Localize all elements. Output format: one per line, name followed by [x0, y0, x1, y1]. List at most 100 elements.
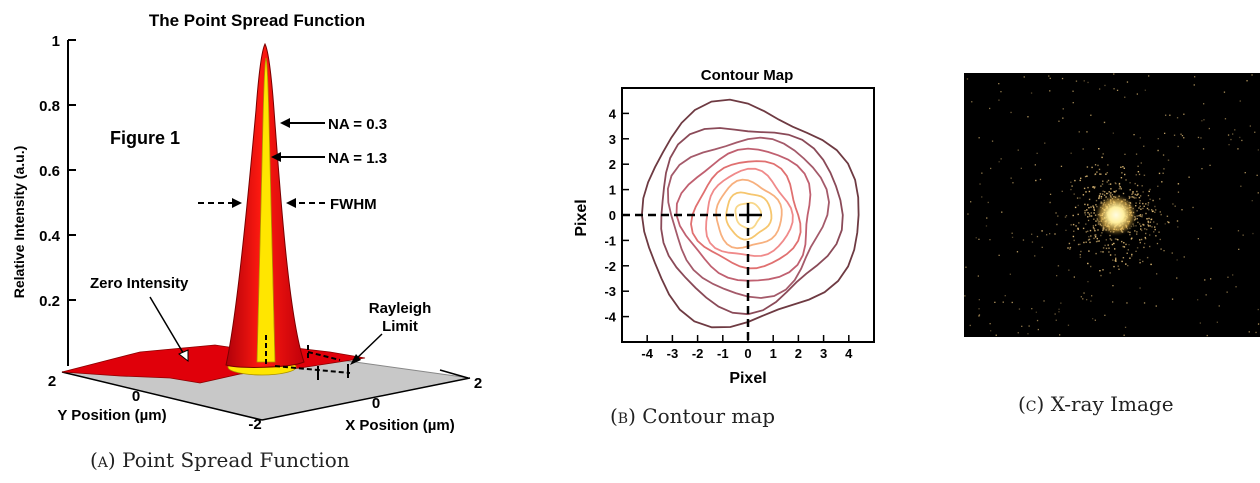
photon	[1121, 260, 1123, 263]
photon	[1095, 234, 1097, 236]
photon	[1087, 239, 1090, 241]
photon	[1049, 201, 1051, 204]
photon	[1084, 203, 1086, 206]
photon	[978, 137, 980, 139]
photon	[1183, 113, 1185, 115]
photon	[1113, 265, 1115, 268]
photon	[1244, 172, 1246, 174]
photon	[1128, 244, 1130, 246]
photon	[1147, 225, 1150, 227]
photon	[1126, 252, 1128, 254]
photon	[1085, 191, 1087, 193]
photon	[1087, 262, 1089, 265]
photon	[1136, 247, 1139, 249]
photon	[1157, 185, 1159, 187]
photon	[1080, 296, 1082, 298]
photon	[1065, 229, 1067, 231]
photon	[1090, 235, 1092, 237]
photon	[1082, 227, 1085, 230]
photon	[1114, 248, 1116, 250]
contour-level-7	[666, 136, 830, 299]
photon	[1036, 235, 1039, 238]
photon	[1145, 232, 1147, 235]
photon	[1232, 133, 1234, 135]
x-tick-label: -3	[667, 346, 679, 361]
y-tick-label: -3	[604, 284, 616, 299]
photon	[1115, 260, 1117, 262]
photon	[1100, 274, 1102, 277]
photon	[967, 213, 969, 215]
photon	[1072, 223, 1075, 226]
photon	[1126, 302, 1128, 304]
contour-map-plot: Contour Map -4 -3 -2 -1 0 1 2 3 4 4 3 2 1 0 -1 -2 -3 -4 P…	[573, 67, 875, 387]
photon	[1034, 164, 1036, 166]
photon	[1089, 241, 1091, 244]
photon	[1138, 207, 1140, 209]
photon	[1145, 203, 1147, 205]
x-tick-label: 1	[770, 346, 777, 361]
photon	[1181, 209, 1183, 211]
x-pos-label: X Position (µm)	[345, 417, 454, 434]
photon	[1149, 188, 1151, 191]
photon	[1150, 218, 1152, 221]
photon	[1124, 326, 1127, 328]
photon	[1056, 275, 1058, 277]
photon	[1136, 93, 1138, 95]
photon	[1152, 199, 1154, 202]
photon	[998, 254, 1000, 256]
photon	[1118, 184, 1121, 186]
photon	[1246, 80, 1248, 82]
photon	[1072, 235, 1075, 238]
photon	[1197, 136, 1200, 139]
photon	[1098, 240, 1100, 242]
photon	[1257, 308, 1259, 311]
photon	[1079, 179, 1081, 182]
photon	[1136, 184, 1139, 187]
photon	[1172, 203, 1174, 205]
photon	[1118, 268, 1120, 270]
photon	[1119, 186, 1121, 188]
photon	[1104, 244, 1106, 247]
photon	[1097, 229, 1099, 231]
photon	[1177, 191, 1180, 193]
y-tick-label: 1	[609, 183, 616, 198]
photon	[1094, 234, 1096, 236]
photon	[1077, 204, 1079, 207]
photon	[1069, 246, 1072, 249]
photon	[1136, 194, 1138, 196]
photon	[1078, 222, 1080, 224]
photon	[1102, 153, 1104, 155]
photon	[995, 334, 997, 336]
photon	[1068, 269, 1070, 271]
photon	[1239, 100, 1241, 102]
photon	[1143, 224, 1145, 226]
photon	[1256, 174, 1258, 176]
photon	[1159, 198, 1161, 200]
photon	[985, 225, 988, 227]
photon	[1099, 88, 1101, 90]
photon	[1115, 190, 1117, 192]
photon	[1100, 173, 1102, 175]
photon	[1112, 259, 1114, 261]
photon	[1230, 138, 1232, 141]
x-tick-label: 2	[795, 346, 802, 361]
photon	[1093, 206, 1095, 208]
photon	[1249, 125, 1251, 127]
photon	[1088, 236, 1090, 238]
x-tick-label: -2	[692, 346, 704, 361]
photon	[1192, 206, 1194, 209]
photon	[1154, 226, 1156, 228]
photon	[1018, 308, 1021, 310]
photon	[998, 83, 1000, 85]
photon	[1044, 142, 1046, 144]
photon	[981, 196, 983, 198]
photon	[1093, 208, 1095, 210]
photon	[1163, 250, 1165, 252]
photon	[1120, 188, 1122, 190]
photon	[1113, 242, 1115, 245]
psf-3d-plot: The Point Spread Function 1 0.8 0.6 0.4 …	[11, 11, 482, 434]
photon	[1039, 178, 1042, 181]
photon	[1118, 182, 1121, 185]
photon	[1159, 238, 1161, 241]
photon	[1095, 252, 1097, 255]
